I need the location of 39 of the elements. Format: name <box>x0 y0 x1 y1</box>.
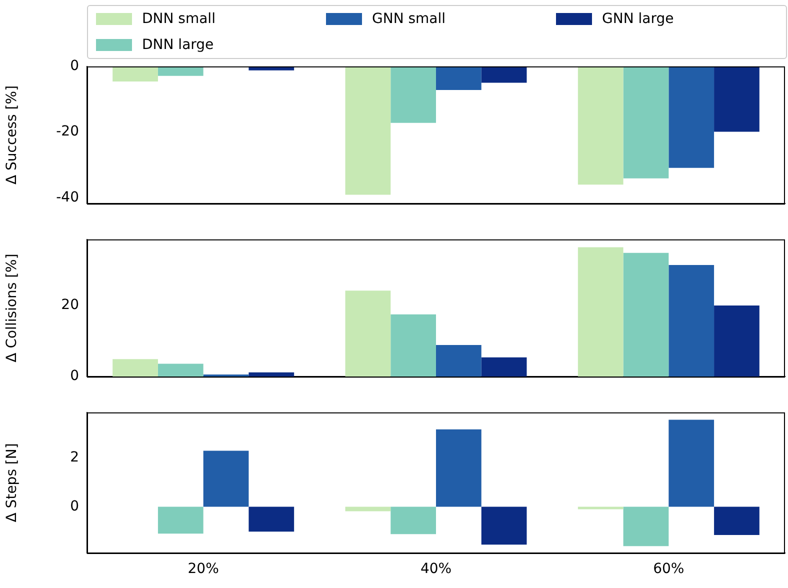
bar <box>714 306 760 377</box>
bar <box>623 252 669 377</box>
legend-label: DNN large <box>142 37 214 53</box>
bar <box>203 450 249 507</box>
y-tick-label: 0 <box>70 368 79 384</box>
legend-label: GNN large <box>602 11 674 27</box>
x-tick-label: 60% <box>653 561 684 578</box>
y-tick-label: 0 <box>70 58 79 74</box>
bar <box>623 506 669 546</box>
x-tick-label: 40% <box>420 561 452 578</box>
bar <box>248 372 294 377</box>
bar <box>158 506 204 534</box>
bar <box>668 420 714 507</box>
y-tick-label: 2 <box>70 449 79 466</box>
y-tick-label: 20 <box>61 297 79 314</box>
bar <box>345 290 391 377</box>
bar <box>345 506 391 512</box>
y-axis-title: Δ Collisions [%] <box>4 254 20 362</box>
bar <box>578 247 624 377</box>
bar <box>248 506 294 532</box>
bar <box>112 359 158 377</box>
y-tick-label: -40 <box>56 189 79 206</box>
bar <box>390 314 436 377</box>
bar <box>481 357 527 377</box>
legend-label: DNN small <box>142 11 216 27</box>
x-tick-label: 20% <box>188 561 219 578</box>
y-axis-title: Δ Steps [N] <box>4 443 20 522</box>
bar <box>203 374 249 377</box>
bar <box>158 364 204 377</box>
bar <box>481 506 527 545</box>
y-tick-label: -20 <box>56 124 79 140</box>
y-axis-title: Δ Success [%] <box>4 85 20 185</box>
legend-label: GNN small <box>372 11 446 27</box>
bar <box>436 344 482 377</box>
bar <box>668 264 714 377</box>
bar <box>436 429 482 507</box>
bar <box>714 506 760 536</box>
y-tick-label: 0 <box>70 498 79 514</box>
bar <box>390 506 436 534</box>
